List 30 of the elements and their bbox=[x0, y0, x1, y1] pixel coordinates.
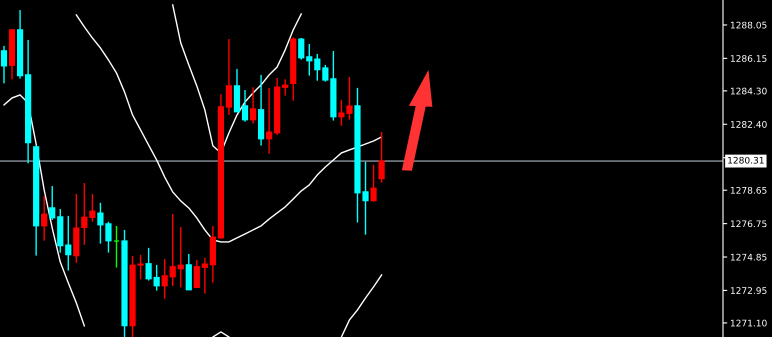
candlestick bbox=[346, 76, 353, 120]
line-series bbox=[172, 4, 302, 154]
candlestick bbox=[362, 161, 369, 236]
ref-line-label: 1280.31 bbox=[728, 156, 764, 164]
candlestick bbox=[89, 193, 96, 222]
candlestick bbox=[0, 45, 8, 84]
y-tick-label: 1271.10 bbox=[730, 320, 767, 326]
y-tick-label: 1282.40 bbox=[730, 121, 767, 128]
candlestick bbox=[97, 202, 104, 244]
y-tick-label: 1276.75 bbox=[730, 220, 766, 228]
candlestick bbox=[250, 86, 256, 124]
candlestick bbox=[105, 220, 112, 254]
candlestick bbox=[41, 195, 48, 242]
candlestick bbox=[266, 87, 272, 154]
y-tick-label: 1288.05 bbox=[730, 22, 766, 29]
y-tick-label: 1284.30 bbox=[730, 88, 767, 94]
candlestick bbox=[154, 264, 160, 292]
candlestick bbox=[113, 225, 120, 268]
candlestick bbox=[370, 164, 377, 202]
candlestick bbox=[226, 38, 232, 116]
y-tick-label: 1278.65 bbox=[730, 186, 766, 194]
candlestick bbox=[137, 254, 144, 280]
y-tick-label: 1274.85 bbox=[730, 254, 766, 261]
candlestick bbox=[378, 131, 385, 184]
candlestick bbox=[338, 99, 345, 126]
y-tick-label: 1286.15 bbox=[730, 55, 766, 62]
candlestick bbox=[242, 89, 248, 122]
line-series bbox=[76, 14, 382, 243]
candlestick bbox=[146, 247, 152, 282]
y-tick-label: 1272.95 bbox=[730, 287, 766, 294]
